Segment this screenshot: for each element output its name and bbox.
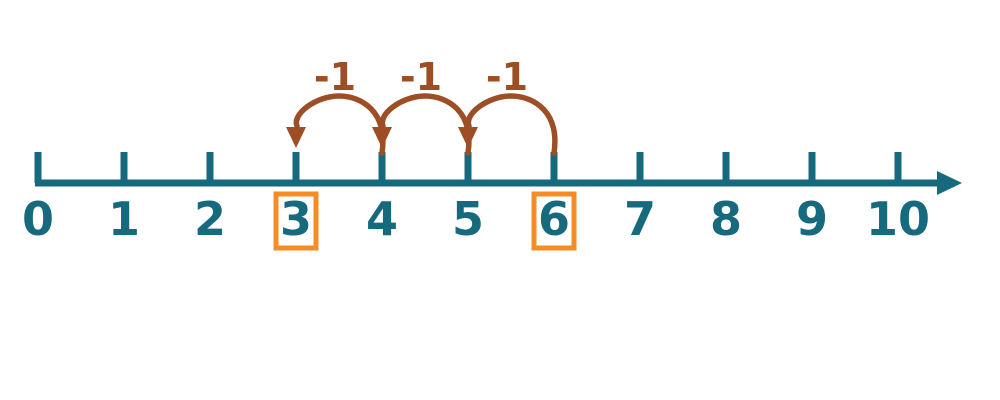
tick-label-8: 8 bbox=[710, 192, 742, 246]
tick-label-2: 2 bbox=[194, 192, 226, 246]
tick-label-10: 10 bbox=[866, 192, 930, 246]
jump-label-6-to-5: -1 bbox=[486, 55, 528, 99]
jump-label-4-to-3: -1 bbox=[314, 55, 356, 99]
jump-arc-5-to-4 bbox=[379, 93, 472, 156]
jump-arc-6-to-5 bbox=[465, 93, 558, 156]
tick-label-0: 0 bbox=[22, 192, 54, 246]
jump-label-5-to-4: -1 bbox=[400, 55, 442, 99]
tick-label-4: 4 bbox=[366, 192, 398, 246]
tick-label-5: 5 bbox=[452, 192, 484, 246]
jump-arrowhead-icon bbox=[286, 127, 306, 148]
axis-arrowhead-icon bbox=[937, 171, 962, 195]
tick-label-1: 1 bbox=[108, 192, 140, 246]
tick-label-9: 9 bbox=[796, 192, 828, 246]
jump-arc-4-to-3 bbox=[293, 93, 386, 156]
highlight-box-3 bbox=[273, 191, 319, 251]
tick-label-6: 6 bbox=[538, 192, 570, 246]
tick-label-3: 3 bbox=[280, 192, 312, 246]
tick-label-7: 7 bbox=[624, 192, 656, 246]
highlight-box-6 bbox=[531, 191, 577, 251]
